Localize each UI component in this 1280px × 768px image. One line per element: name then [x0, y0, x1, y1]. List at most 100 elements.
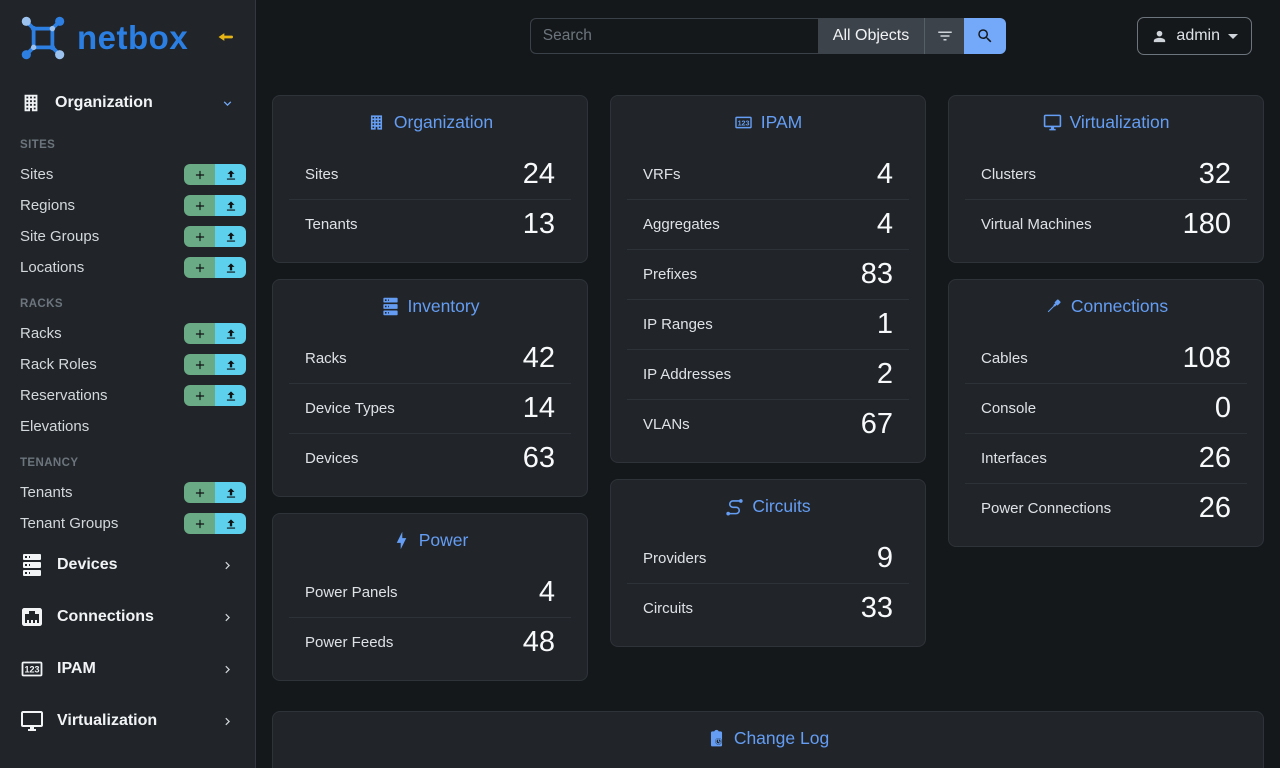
user-menu-button[interactable]: admin — [1137, 17, 1252, 55]
stat-link-device-types[interactable]: Device Types — [305, 400, 395, 417]
stat-link-vrfs[interactable]: VRFs — [643, 165, 681, 183]
group-header-sites: SITES — [20, 139, 56, 151]
netbox-logo-icon[interactable] — [18, 13, 68, 63]
counter-icon — [20, 657, 44, 681]
chevron-right-icon — [220, 662, 235, 677]
card-inventory: Inventory Racks 42 Device Types 14 Devic… — [272, 279, 588, 497]
office-building-icon — [367, 113, 386, 132]
stat-link-prefixes[interactable]: Prefixes — [643, 266, 698, 283]
import-button[interactable] — [215, 226, 246, 247]
stat-link-virtual-machines[interactable]: Virtual Machines — [981, 216, 1092, 233]
search-icon — [976, 27, 994, 45]
import-button[interactable] — [215, 195, 246, 216]
stat-link-power-connections[interactable]: Power Connections — [981, 500, 1112, 517]
stat-link-vlans[interactable]: VLANs — [643, 416, 690, 433]
group-header-racks: RACKS — [20, 298, 63, 310]
counter-icon — [734, 113, 753, 132]
sidebar-link-elevations[interactable]: Elevations — [20, 418, 90, 435]
add-button[interactable] — [184, 323, 215, 344]
add-button[interactable] — [184, 385, 215, 406]
sidebar-item-label: Virtualization — [57, 712, 158, 729]
add-button[interactable] — [184, 482, 215, 503]
stat-link-console[interactable]: Console — [981, 400, 1037, 417]
import-button[interactable] — [215, 482, 246, 503]
sidebar-item-ipam[interactable]: IPAM — [0, 643, 255, 695]
search-button[interactable] — [964, 18, 1007, 54]
chevron-right-icon — [220, 610, 235, 625]
card-title-inventory[interactable]: Inventory — [289, 280, 571, 333]
stat-link-ip-ranges[interactable]: IP Ranges — [643, 316, 713, 333]
logo-row: netbox — [0, 0, 255, 76]
lightning-icon — [392, 531, 411, 550]
upload-icon — [224, 230, 238, 244]
filter-button[interactable] — [924, 18, 965, 54]
pin-sidebar-button[interactable] — [215, 27, 237, 49]
card-title-connections[interactable]: Connections — [965, 280, 1247, 333]
sidebar-link-site-groups[interactable]: Site Groups — [20, 228, 100, 245]
search-scope-label: All Objects — [832, 27, 910, 44]
upload-icon — [224, 517, 238, 531]
import-button[interactable] — [215, 385, 246, 406]
stat-row: Power Panels 4 — [289, 567, 571, 617]
stat-value: 32 — [1198, 157, 1231, 190]
sidebar-item-label: IPAM — [57, 660, 96, 677]
card-organization: Organization Sites 24 Tenants 13 — [272, 95, 588, 263]
sidebar-link-sites[interactable]: Sites — [20, 166, 54, 183]
stat-value: 9 — [876, 541, 893, 574]
netbox-wordmark[interactable]: netbox — [77, 19, 189, 56]
import-button[interactable] — [215, 354, 246, 375]
add-button[interactable] — [184, 257, 215, 278]
sidebar-item-devices[interactable]: Devices — [0, 539, 255, 591]
item-actions — [184, 257, 246, 278]
add-button[interactable] — [184, 513, 215, 534]
stat-row: Cables 108 — [965, 333, 1247, 383]
sidebar-link-regions[interactable]: Regions — [20, 197, 76, 214]
stat-link-sites[interactable]: Sites — [305, 165, 339, 183]
add-button[interactable] — [184, 354, 215, 375]
stat-link-circuits[interactable]: Circuits — [643, 600, 694, 617]
card-title-organization[interactable]: Organization — [289, 96, 571, 149]
stat-link-devices[interactable]: Devices — [305, 450, 359, 467]
add-button[interactable] — [184, 226, 215, 247]
add-button[interactable] — [184, 164, 215, 185]
sidebar-link-locations[interactable]: Locations — [20, 259, 85, 276]
card-title-change-log[interactable]: Change Log — [289, 712, 1247, 765]
stat-link-tenants[interactable]: Tenants — [305, 216, 358, 233]
card-title-power[interactable]: Power — [289, 514, 571, 567]
sidebar-link-tenant-groups[interactable]: Tenant Groups — [20, 515, 119, 532]
sidebar-link-reservations[interactable]: Reservations — [20, 387, 108, 404]
sidebar-item-tenants: Tenants — [0, 477, 255, 508]
import-button[interactable] — [215, 513, 246, 534]
sidebar-item-connections[interactable]: Connections — [0, 591, 255, 643]
sidebar-link-racks[interactable]: Racks — [20, 325, 62, 342]
stat-link-racks[interactable]: Racks — [305, 349, 347, 367]
item-actions — [184, 226, 246, 247]
stat-value: 83 — [860, 258, 893, 290]
stat-link-providers[interactable]: Providers — [643, 549, 707, 567]
import-button[interactable] — [215, 164, 246, 185]
card-title-virtualization[interactable]: Virtualization — [965, 96, 1247, 149]
sidebar-link-rack-roles[interactable]: Rack Roles — [20, 356, 97, 373]
upload-icon — [224, 358, 238, 372]
dashboard-grid: Organization Sites 24 Tenants 13 Invento… — [256, 72, 1280, 681]
sidebar-item-virtualization[interactable]: Virtualization — [0, 695, 255, 747]
monitor-icon — [1043, 113, 1062, 132]
sidebar-item-organization[interactable]: Organization — [0, 82, 255, 124]
card-title-circuits[interactable]: Circuits — [627, 480, 909, 533]
item-actions — [184, 354, 246, 375]
search-input[interactable] — [529, 18, 818, 54]
import-button[interactable] — [215, 257, 246, 278]
stat-link-interfaces[interactable]: Interfaces — [981, 450, 1047, 467]
sidebar-link-tenants[interactable]: Tenants — [20, 484, 73, 501]
stat-link-ip-addresses[interactable]: IP Addresses — [643, 366, 732, 383]
stat-link-cables[interactable]: Cables — [981, 349, 1028, 367]
stat-link-clusters[interactable]: Clusters — [981, 165, 1037, 183]
add-button[interactable] — [184, 195, 215, 216]
import-button[interactable] — [215, 323, 246, 344]
stat-value: 26 — [1198, 492, 1231, 524]
stat-link-power-feeds[interactable]: Power Feeds — [305, 634, 394, 651]
stat-link-aggregates[interactable]: Aggregates — [643, 216, 720, 233]
card-title-ipam[interactable]: IPAM — [627, 96, 909, 149]
stat-link-power-panels[interactable]: Power Panels — [305, 583, 398, 601]
search-scope-dropdown[interactable]: All Objects — [817, 18, 925, 54]
